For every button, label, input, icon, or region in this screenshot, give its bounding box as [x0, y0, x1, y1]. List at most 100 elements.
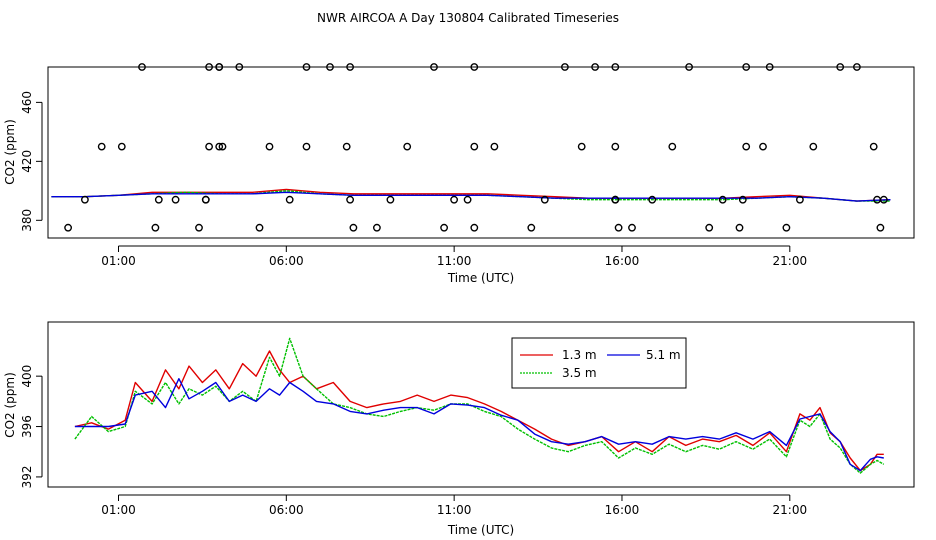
marker-point [326, 63, 334, 71]
marker-point [430, 63, 438, 71]
marker-point [611, 195, 620, 204]
series-line-1-3-m [51, 188, 891, 202]
marker-point [718, 195, 727, 204]
marker-point [81, 195, 89, 204]
x-tick-label: 16:00 [605, 503, 640, 517]
marker-point [742, 63, 751, 71]
marker-point [235, 63, 244, 71]
marker-point [372, 223, 381, 232]
marker-point [782, 223, 791, 232]
series-line-3-5-m [74, 337, 885, 474]
marker-point [853, 63, 861, 71]
marker-point [386, 195, 395, 204]
marker-point [759, 142, 767, 151]
marker-point [97, 142, 106, 151]
marker-point [255, 223, 264, 232]
marker-point [201, 195, 210, 204]
marker-point [346, 63, 354, 71]
marker-point [648, 195, 657, 204]
marker-point [215, 63, 224, 71]
legend-box [511, 337, 687, 389]
y-tick-label: 392 [20, 465, 34, 488]
y-tick-label: 460 [20, 91, 34, 114]
plot-panel-top: 01:00 06:00 11:00 16:00 21:00 380 420 460 Time … [3, 63, 915, 285]
marker-point [470, 142, 479, 151]
x-tick-label: 11:00 [437, 503, 472, 517]
marker-point [64, 223, 73, 232]
y-axis-label: CO2 (ppm) [3, 372, 17, 438]
legend-label-5-1m: 5.1 m [646, 348, 681, 362]
marker-point [440, 223, 448, 232]
marker-point [879, 195, 888, 204]
marker-point [403, 142, 412, 151]
marker-point [836, 63, 845, 71]
y-axis-label: CO2 (ppm) [3, 119, 17, 185]
x-tick-label: 06:00 [269, 503, 304, 517]
marker-point [346, 195, 354, 204]
marker-point [302, 63, 311, 71]
marker-point [302, 142, 311, 151]
marker-point [742, 142, 751, 151]
marker-point [796, 195, 804, 204]
x-tick-label: 16:00 [605, 254, 640, 268]
marker-point [869, 142, 878, 151]
marker-point [614, 223, 623, 232]
marker-point [205, 142, 214, 151]
marker-point [151, 223, 160, 232]
legend-label-3-5m: 3.5 m [562, 366, 597, 380]
marker-point [342, 142, 351, 151]
marker-point [285, 195, 294, 204]
plot-frame [47, 66, 915, 239]
series-line-1-3-m [74, 350, 884, 472]
marker-point [561, 63, 569, 71]
marker-point [205, 63, 214, 71]
marker-point [490, 142, 499, 151]
plot-axes: 01:00 06:00 11:00 16:00 21:00 392 396 400 [20, 365, 807, 517]
y-tick-label: 400 [20, 365, 34, 388]
legend: 1.3 m 5.1 m 3.5 m [511, 337, 687, 389]
marker-point [876, 223, 885, 232]
marker-point [668, 142, 677, 151]
plot-panel-bottom: 01:00 06:00 11:00 16:00 21:00 392 396 400 Time … [3, 321, 915, 537]
series-line-5-1-m [51, 191, 891, 202]
page-title: NWR AIRCOA A Day 130804 Calibrated Times… [317, 11, 619, 25]
series-line-5-1-m [74, 378, 884, 472]
plot-axes: 01:00 06:00 11:00 16:00 21:00 380 420 460 [20, 91, 807, 268]
marker-point [540, 195, 549, 204]
marker-point [738, 195, 747, 204]
plot-data [51, 63, 891, 232]
marker-point [470, 63, 479, 71]
x-tick-label: 21:00 [773, 503, 808, 517]
plot-data [74, 337, 885, 474]
marker-point [265, 142, 274, 151]
x-tick-label: 06:00 [269, 254, 304, 268]
marker-point [463, 195, 472, 204]
x-tick-label: 01:00 [101, 503, 136, 517]
marker-point [195, 223, 203, 232]
marker-point [470, 223, 479, 232]
marker-point [577, 142, 586, 151]
marker-point [450, 195, 458, 204]
marker-point [117, 142, 126, 151]
marker-point [218, 142, 227, 151]
marker-point [705, 223, 714, 232]
x-axis-label: Time (UTC) [447, 271, 514, 285]
plot-frame [47, 321, 915, 488]
x-tick-label: 11:00 [437, 254, 472, 268]
marker-point [685, 63, 693, 71]
marker-point [215, 142, 224, 151]
marker-point [765, 63, 774, 71]
y-tick-label: 396 [20, 415, 34, 438]
legend-label-1-3m: 1.3 m [562, 348, 597, 362]
marker-point [628, 223, 636, 232]
x-axis-label: Time (UTC) [447, 523, 514, 537]
marker-point [527, 223, 536, 232]
marker-point [611, 142, 620, 151]
y-tick-label: 420 [20, 150, 34, 173]
x-tick-label: 01:00 [101, 254, 136, 268]
marker-point [591, 63, 599, 71]
x-tick-label: 21:00 [773, 254, 808, 268]
marker-point [349, 223, 358, 232]
marker-point [735, 223, 744, 232]
